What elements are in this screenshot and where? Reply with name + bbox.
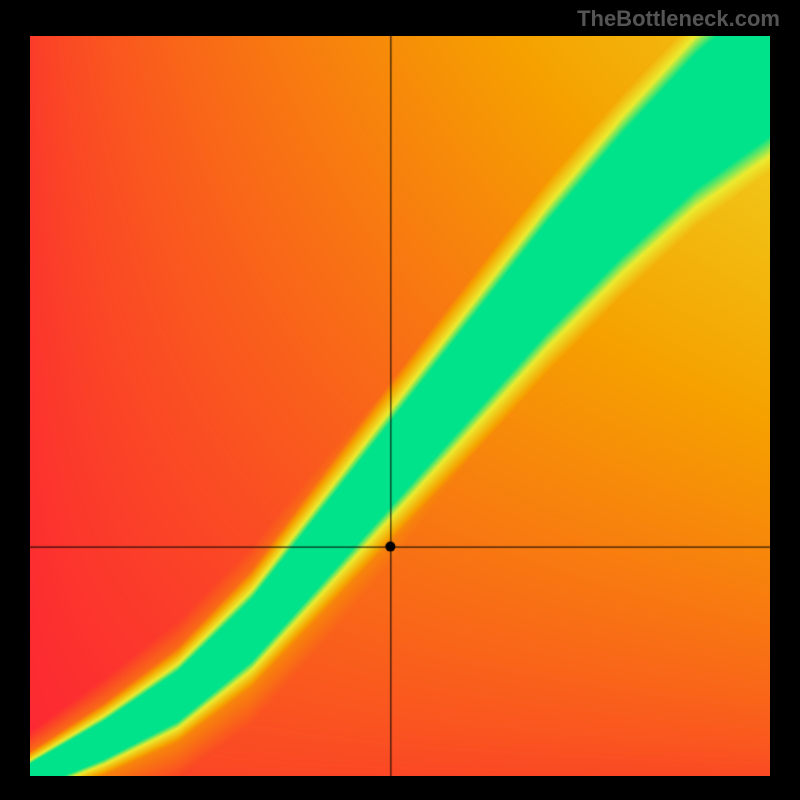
chart-container: TheBottleneck.com <box>0 0 800 800</box>
watermark-text: TheBottleneck.com <box>577 6 780 32</box>
bottleneck-heatmap <box>30 36 770 776</box>
